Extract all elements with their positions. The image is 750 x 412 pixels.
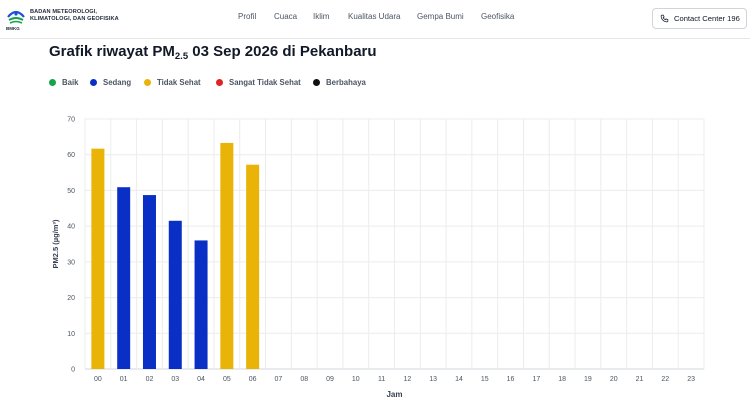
y-tick-label: 60 [67, 152, 75, 159]
x-tick-label: 15 [481, 376, 489, 383]
nav-link-cuaca[interactable]: Cuaca [274, 12, 298, 21]
page-title-suffix: 03 Sep 2026 di Pekanbaru [188, 43, 377, 60]
legend-dot-tidak-sehat [144, 79, 151, 86]
y-tick-label: 10 [67, 331, 75, 338]
x-tick-label: 05 [223, 376, 231, 383]
legend-dot-sangat-tidak-sehat [216, 79, 223, 86]
top-navigation-bar: BMKG BADAN METEOROLOGI, KLIMATOLOGI, DAN… [0, 0, 750, 39]
x-tick-label: 00 [94, 376, 102, 383]
x-tick-label: 07 [275, 376, 283, 383]
x-tick-label: 01 [120, 376, 128, 383]
x-tick-label: 12 [403, 376, 411, 383]
x-tick-label: 14 [455, 376, 463, 383]
x-tick-label: 17 [532, 376, 540, 383]
y-tick-label: 70 [67, 117, 75, 124]
bar-hour-06 [246, 164, 260, 369]
legend-dot-berbahaya [313, 79, 320, 86]
bar-hour-01 [117, 187, 131, 369]
x-tick-label: 10 [352, 376, 360, 383]
y-tick-label: 30 [67, 259, 75, 266]
legend-item-tidak-sehat[interactable]: Tidak Sehat [144, 78, 201, 87]
bar-hour-00 [91, 148, 105, 369]
legend-item-sangat-tidak-sehat[interactable]: Sangat Tidak Sehat [216, 78, 301, 87]
y-tick-label: 0 [71, 367, 75, 374]
x-tick-label: 06 [249, 376, 257, 383]
bmkg-logo-icon[interactable] [5, 5, 27, 31]
page-title-subscript: 2.5 [174, 51, 189, 62]
legend-label: Sedang [103, 78, 132, 87]
organization-name-line-1: BADAN METEOROLOGI, [30, 9, 98, 15]
phone-icon [660, 14, 669, 23]
nav-link-profil[interactable]: Profil [238, 12, 257, 21]
nav-link-iklim[interactable]: Iklim [313, 12, 330, 21]
legend-label: Baik [62, 78, 79, 87]
y-tick-label: 20 [67, 295, 75, 302]
x-tick-label: 19 [584, 376, 592, 383]
y-tick-label: 40 [67, 224, 75, 231]
x-tick-label: 03 [171, 376, 179, 383]
nav-link-kualitas-udara[interactable]: Kualitas Udara [348, 12, 401, 21]
organization-name: BADAN METEOROLOGI, KLIMATOLOGI, DAN GEOF… [30, 9, 140, 23]
contact-center-label: Contact Center 196 [674, 14, 740, 23]
x-tick-label: 04 [197, 376, 205, 383]
y-axis-label: PM2.5 (µg/m³) [51, 219, 60, 268]
x-tick-label: 18 [558, 376, 566, 383]
page-title-prefix: Grafik riwayat PM [49, 43, 175, 60]
legend-dot-sedang [90, 79, 97, 86]
bar-hour-02 [142, 195, 156, 369]
x-tick-label: 11 [378, 376, 385, 383]
contact-center-button[interactable]: Contact Center 196 [652, 8, 747, 29]
x-axis-label: Jam [386, 390, 402, 399]
x-tick-label: 16 [507, 376, 515, 383]
x-tick-label: 23 [687, 376, 695, 383]
legend-label: Berbahaya [326, 78, 366, 87]
legend-item-berbahaya[interactable]: Berbahaya [313, 78, 366, 87]
x-tick-label: 02 [146, 376, 154, 383]
x-tick-label: 13 [429, 376, 437, 383]
y-tick-label: 50 [67, 188, 75, 195]
organization-name-line-2: KLIMATOLOGI, DAN GEOFISIKA [30, 16, 119, 22]
x-tick-label: 08 [300, 376, 308, 383]
legend-item-sedang[interactable]: Sedang [90, 78, 131, 87]
legend-item-baik[interactable]: Baik [49, 78, 78, 87]
bar-hour-04 [194, 240, 208, 369]
x-tick-label: 20 [610, 376, 618, 383]
x-tick-label: 22 [661, 376, 669, 383]
nav-link-gempa-bumi[interactable]: Gempa Bumi [417, 12, 464, 21]
bar-hour-03 [168, 220, 182, 369]
x-tick-label: 21 [636, 376, 644, 383]
page-title: Grafik riwayat PM2.5 03 Sep 2026 di Peka… [49, 43, 377, 62]
legend-label: Tidak Sehat [157, 78, 201, 87]
legend-label: Sangat Tidak Sehat [229, 78, 301, 87]
x-tick-label: 09 [326, 376, 334, 383]
logo-caption: BMKG [6, 26, 20, 31]
nav-link-geofisika[interactable]: Geofisika [481, 12, 515, 21]
bar-hour-05 [220, 142, 234, 369]
legend-dot-baik [49, 79, 56, 86]
